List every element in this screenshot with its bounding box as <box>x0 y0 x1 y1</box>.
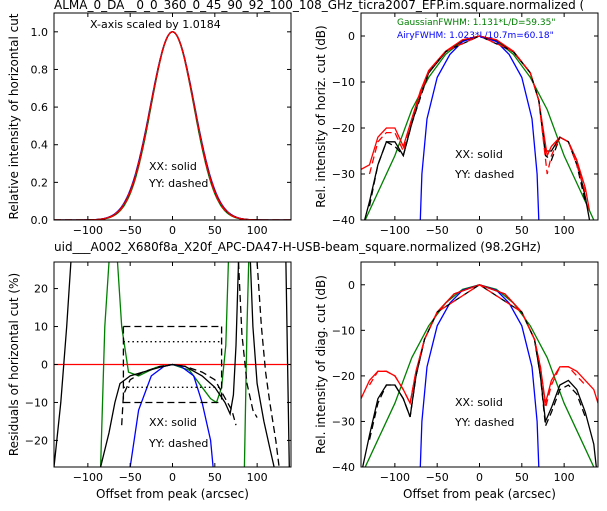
series-line-red-dashed <box>54 31 291 220</box>
x-tick-label: −50 <box>119 224 142 237</box>
x-tick-label: 50 <box>515 224 529 237</box>
legend-entry: GaussianFWHM: 1.131*L/D=59.35" <box>397 18 555 28</box>
annotation-text: YY: dashed <box>148 177 208 190</box>
series-line-green-solid <box>116 262 230 404</box>
series-line-black-solid <box>249 262 275 467</box>
series-line-black-solid <box>54 262 72 467</box>
plot-area <box>361 35 595 220</box>
annotation-text: YY: dashed <box>454 416 514 429</box>
annotation-text: X-axis scaled by 1.0184 <box>90 18 221 31</box>
annotation-text: XX: solid <box>455 148 503 161</box>
panel-diagonal-cut-db: −100 −50 0 50 100 0 −10 −20 −30 −40 Rel. intensity… <box>314 261 599 501</box>
x-tick-label: −100 <box>380 471 410 484</box>
series-line-black-dashed <box>121 363 237 426</box>
series-line-black-solid <box>54 31 291 220</box>
series-line-black-dashed <box>256 262 280 467</box>
series-line-red-solid <box>54 31 291 220</box>
x-tick-label: 100 <box>554 471 575 484</box>
series-line-green-solid <box>54 31 291 220</box>
series-line-black-dashed <box>54 31 291 220</box>
series-line-red-solid <box>361 35 591 211</box>
plot-area <box>54 31 291 220</box>
y-tick-label: −20 <box>332 370 355 383</box>
x-tick-label: 100 <box>554 224 575 237</box>
figure-title: ALMA_0_DA__0_0_360_0_45_90_92_100_108_GH… <box>54 0 584 12</box>
x-tick-label: 100 <box>247 471 268 484</box>
x-tick-label: 0 <box>476 224 483 237</box>
y-tick-label: 0 <box>41 359 48 372</box>
y-tick-label: −20 <box>332 122 355 135</box>
series-line-black-solid <box>362 284 597 467</box>
y-tick-label: 0.2 <box>31 176 49 189</box>
x-tick-label: −100 <box>380 224 410 237</box>
annotation-text: YY: dashed <box>148 437 208 450</box>
x-tick-label: −100 <box>73 471 103 484</box>
y-tick-label: −40 <box>332 461 355 474</box>
y-axis-label: Rel. intensity of diag. cut (dB) <box>314 275 328 454</box>
x-tick-label: 50 <box>515 471 529 484</box>
series-line-black-solid <box>99 262 240 467</box>
y-axis-label: Rel. intensity of horiz. cut (dB) <box>314 25 328 207</box>
x-tick-label: −50 <box>426 471 449 484</box>
y-tick-label: 20 <box>34 283 48 296</box>
annotation-text: XX: solid <box>455 396 503 409</box>
y-axis-label: Residuals of horizontal cut (%) <box>7 273 21 456</box>
y-tick-label: −10 <box>332 324 355 337</box>
x-axis-label: Offset from peak (arcsec) <box>96 487 249 501</box>
x-axis-label: Offset from peak (arcsec) <box>403 487 556 501</box>
series-line-green-solid <box>364 284 595 467</box>
series-line-green-solid <box>99 262 110 467</box>
panel-horizontal-cut-linear: −100 −50 0 50 100 0.0 0.2 0.4 0.6 0.8 1.0 Relative … <box>7 12 292 237</box>
x-tick-label: 0 <box>169 471 176 484</box>
plot-area <box>361 284 598 467</box>
x-tick-label: 0 <box>476 471 483 484</box>
series-line-black-dashed <box>368 284 586 440</box>
y-tick-label: −30 <box>332 168 355 181</box>
y-tick-label: −10 <box>25 396 48 409</box>
series-line-green-solid <box>243 262 250 467</box>
x-tick-label: 0 <box>169 224 176 237</box>
y-tick-label: 0 <box>348 279 355 292</box>
series-line-red-dashed <box>368 35 586 193</box>
y-tick-label: −40 <box>332 214 355 227</box>
figure-subtitle: uid___A002_X680f8a_X20f_APC-DA47-H-USB-b… <box>54 240 541 254</box>
x-tick-label: 50 <box>208 471 222 484</box>
x-tick-label: −50 <box>426 224 449 237</box>
y-tick-label: 0.8 <box>31 63 49 76</box>
y-tick-label: −20 <box>25 434 48 447</box>
axes-frame <box>360 261 599 468</box>
y-tick-label: −30 <box>332 415 355 428</box>
y-tick-label: 10 <box>34 321 48 334</box>
y-tick-label: 1.0 <box>31 26 49 39</box>
series-line-red-dashed <box>368 284 586 408</box>
y-tick-label: 0.6 <box>31 101 49 114</box>
x-tick-label: 50 <box>208 224 222 237</box>
axes-frame <box>360 12 599 221</box>
series-line-black-dashed <box>237 262 258 418</box>
x-tick-label: −100 <box>73 224 103 237</box>
y-tick-label: 0 <box>348 30 355 43</box>
y-axis-label: Relative intensity of horizontal cut <box>7 13 21 219</box>
y-tick-label: 0.0 <box>31 214 49 227</box>
y-tick-label: 0.4 <box>31 139 49 152</box>
series-line-blue-solid <box>54 31 291 220</box>
annotation-text: XX: solid <box>149 160 197 173</box>
annotation-text: YY: dashed <box>454 168 514 181</box>
panel-horizontal-cut-db: −100 −50 0 50 100 0 −10 −20 −30 −40 Rel. intensity… <box>314 12 599 237</box>
x-tick-label: −50 <box>119 471 142 484</box>
y-tick-label: −10 <box>332 76 355 89</box>
series-line-red-solid <box>361 284 598 406</box>
x-tick-label: 100 <box>247 224 268 237</box>
plot-area <box>54 262 291 467</box>
annotation-text: XX: solid <box>149 416 197 429</box>
legend-entry: AiryFWHM: 1.023*L/10.7m=60.18" <box>397 31 554 41</box>
